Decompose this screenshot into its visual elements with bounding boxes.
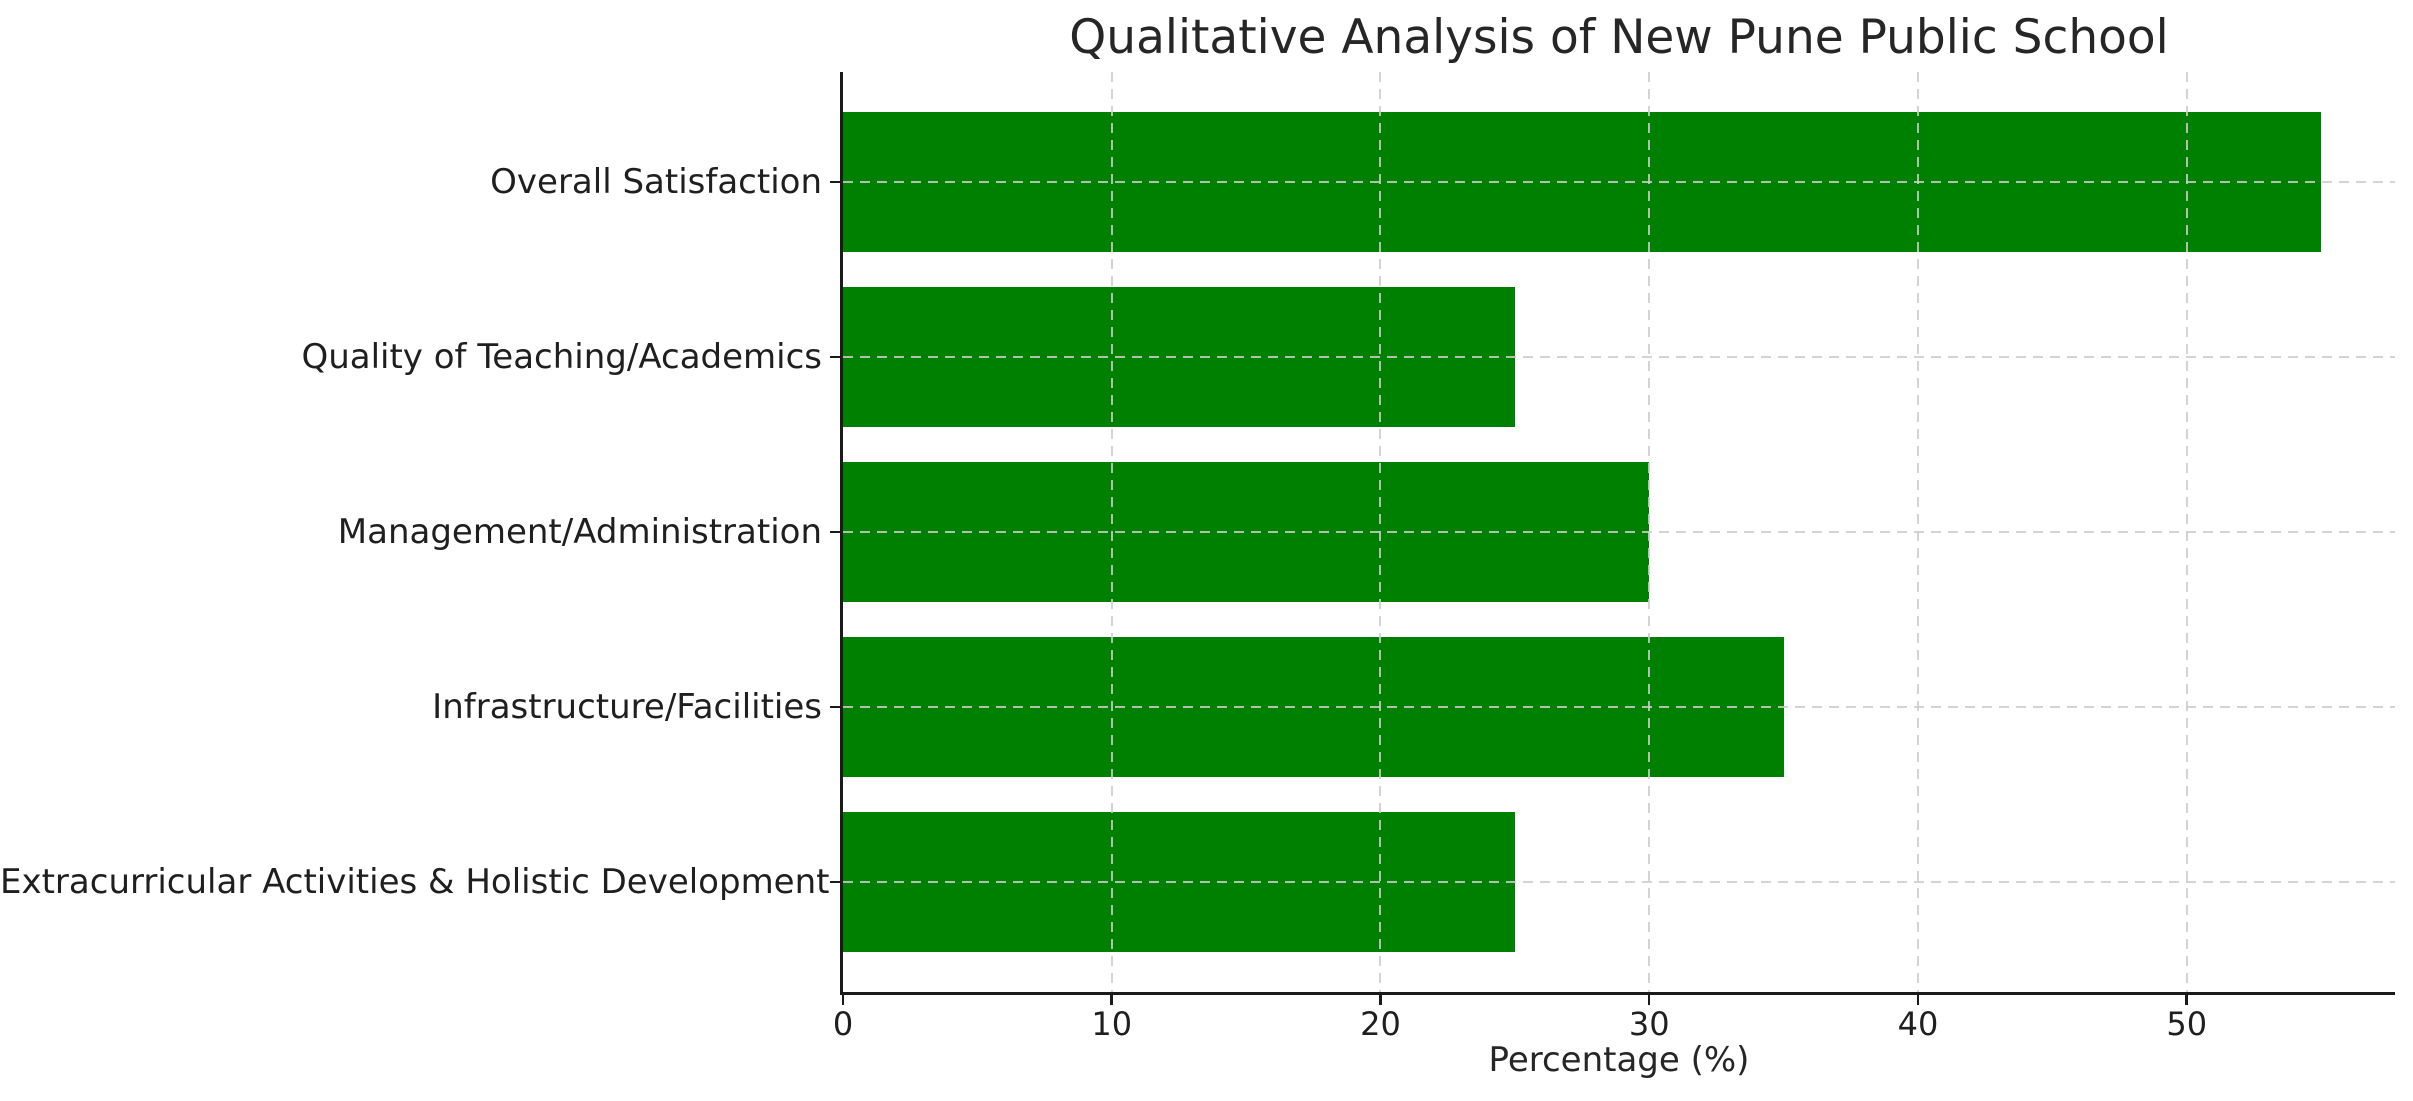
y-tick-management-administration <box>830 530 843 534</box>
x-tick-50 <box>2185 992 2188 1005</box>
x-tick-label-10: 10 <box>1091 1005 1133 1043</box>
x-tick-label-20: 20 <box>1360 1005 1401 1043</box>
x-tick-0 <box>841 992 845 1005</box>
category-label-quality-of-teaching-academics: Quality of Teaching/Academics <box>301 337 822 377</box>
x-tick-10 <box>1110 992 1113 1005</box>
x-tick-label-30: 30 <box>1628 1005 1670 1043</box>
y-gridline-management-administration <box>843 531 2395 533</box>
y-tick-overall-satisfaction <box>830 180 843 184</box>
y-gridline-overall-satisfaction <box>843 181 2395 183</box>
y-tick-quality-of-teaching-academics <box>830 355 843 359</box>
category-label-extracurricular-activities-holistic-development: Extracurricular Activities & Holistic De… <box>0 862 830 902</box>
y-gridline-quality-of-teaching-academics <box>843 356 2395 358</box>
x-tick-40 <box>1916 992 1920 1005</box>
x-tick-label-0: 0 <box>832 1005 854 1043</box>
y-gridline-extracurricular-activities-holistic-development <box>843 881 2395 883</box>
x-tick-label-40: 40 <box>1897 1005 1939 1043</box>
x-tick-label-50: 50 <box>2166 1005 2208 1043</box>
x-axis-label: Percentage (%) <box>1488 1040 1750 1080</box>
y-axis-spine <box>840 72 843 995</box>
category-label-overall-satisfaction: Overall Satisfaction <box>490 162 822 202</box>
y-tick-extracurricular-activities-holistic-development <box>830 880 843 884</box>
chart-title: Qualitative Analysis of New Pune Public … <box>1069 10 2169 65</box>
y-gridline-infrastructure-facilities <box>843 706 2395 708</box>
x-tick-20 <box>1379 992 1382 1005</box>
y-tick-infrastructure-facilities <box>830 705 843 709</box>
category-label-infrastructure-facilities: Infrastructure/Facilities <box>432 687 822 727</box>
x-axis-spine <box>840 992 2395 995</box>
category-label-management-administration: Management/Administration <box>337 512 822 552</box>
x-tick-30 <box>1647 992 1651 1005</box>
